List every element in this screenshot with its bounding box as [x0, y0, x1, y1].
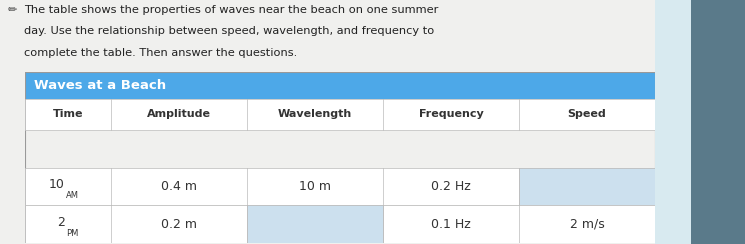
Text: 10: 10 [49, 178, 65, 191]
Text: The table shows the properties of waves near the beach on one summer: The table shows the properties of waves … [24, 5, 438, 15]
Text: complete the table. Then answer the questions.: complete the table. Then answer the ques… [24, 48, 297, 58]
Text: AM: AM [66, 192, 79, 201]
Text: 10 m: 10 m [299, 180, 331, 193]
FancyBboxPatch shape [25, 168, 655, 205]
FancyBboxPatch shape [655, 0, 691, 244]
FancyBboxPatch shape [247, 205, 383, 243]
Text: ✏: ✏ [8, 5, 18, 15]
Text: Speed: Speed [568, 109, 606, 119]
Text: 0.2 m: 0.2 m [161, 218, 197, 231]
Text: Amplitude: Amplitude [147, 109, 211, 119]
FancyBboxPatch shape [383, 243, 519, 244]
Text: 0.2 Hz: 0.2 Hz [431, 180, 471, 193]
Text: 0.1 Hz: 0.1 Hz [431, 218, 471, 231]
Text: 2: 2 [57, 216, 65, 229]
FancyBboxPatch shape [25, 205, 655, 243]
Text: 2 m/s: 2 m/s [570, 218, 604, 231]
Text: PM: PM [66, 229, 78, 238]
Text: Time: Time [53, 109, 83, 119]
FancyBboxPatch shape [25, 99, 655, 130]
Text: Waves at a Beach: Waves at a Beach [34, 79, 167, 92]
FancyBboxPatch shape [519, 168, 655, 205]
Text: day. Use the relationship between speed, wavelength, and frequency to: day. Use the relationship between speed,… [24, 26, 434, 36]
FancyBboxPatch shape [25, 243, 655, 244]
Text: Frequency: Frequency [419, 109, 484, 119]
FancyBboxPatch shape [691, 0, 745, 244]
FancyBboxPatch shape [25, 72, 655, 99]
Text: Wavelength: Wavelength [278, 109, 352, 119]
Text: 0.4 m: 0.4 m [161, 180, 197, 193]
